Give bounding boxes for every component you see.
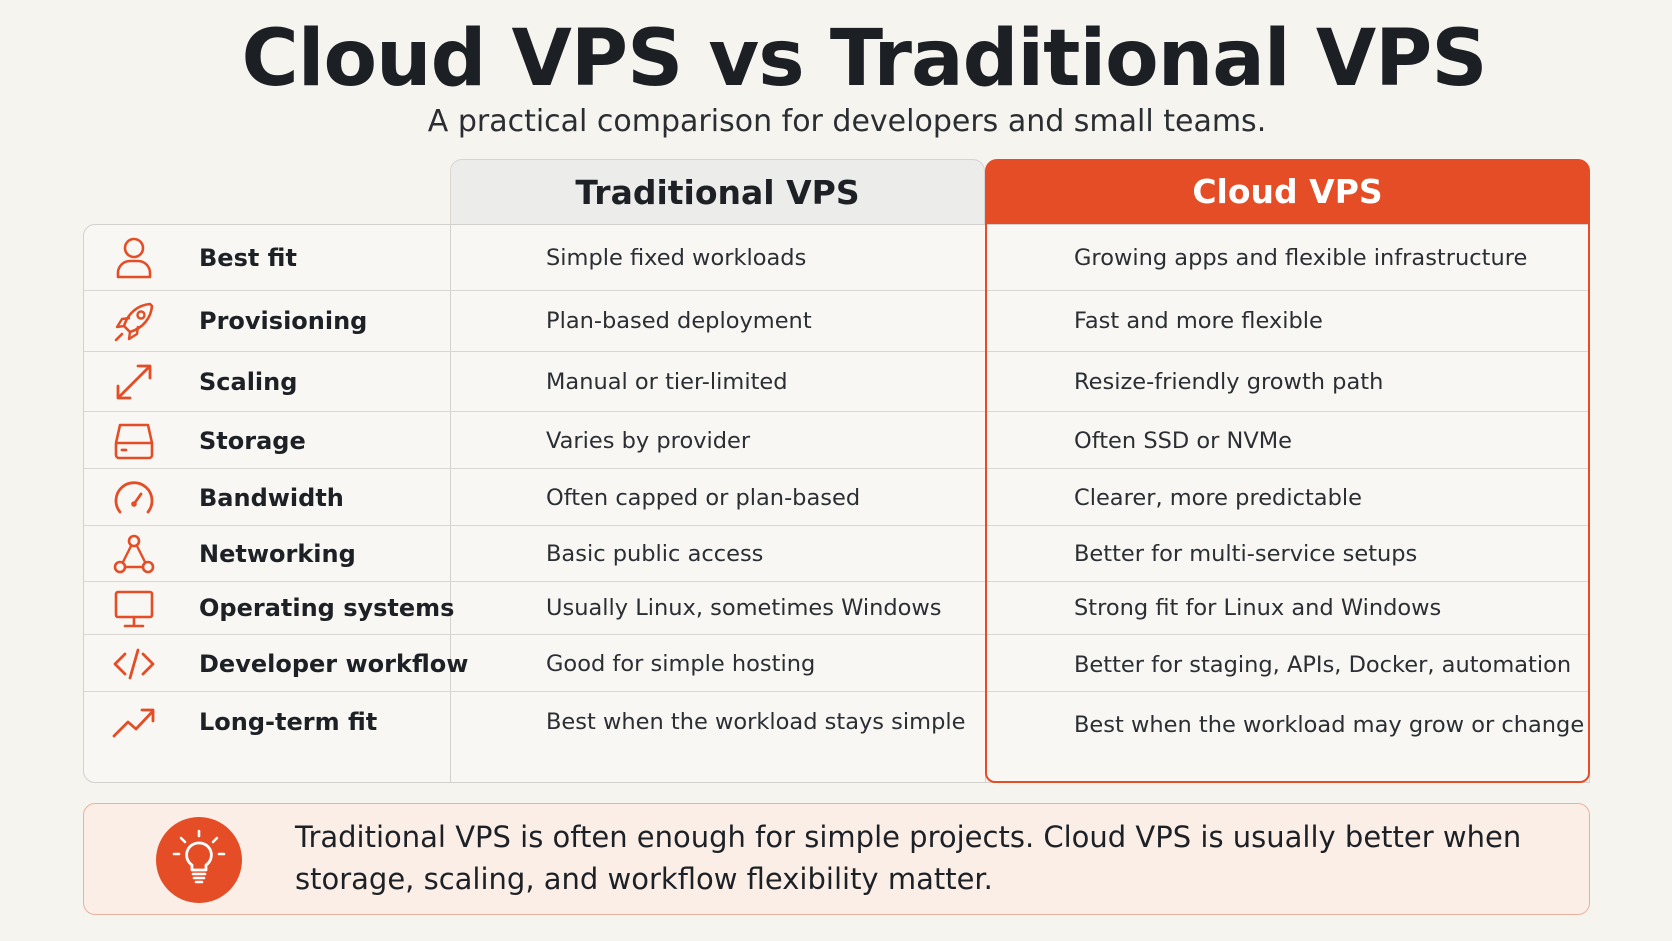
traditional-value: Simple fixed workloads <box>546 245 807 271</box>
cloud-value: Often SSD or NVMe <box>1074 428 1293 454</box>
cloud-value: Better for multi-service setups <box>1074 541 1418 567</box>
table-row: Developer workflow Good for simple hosti… <box>84 634 1589 691</box>
feature-label: Best fit <box>199 244 297 272</box>
feature-label: Long-term fit <box>199 708 378 736</box>
drive-icon <box>114 423 154 460</box>
cloud-value: Fast and more flexible <box>1074 308 1323 334</box>
column-divider <box>450 225 451 782</box>
cloud-value: Resize-friendly growth path <box>1074 369 1384 395</box>
traditional-value: Manual or tier-limited <box>546 369 788 395</box>
feature-label: Scaling <box>199 368 298 396</box>
monitor-icon <box>114 590 154 628</box>
traditional-value: Varies by provider <box>546 428 751 454</box>
speedometer-icon <box>114 481 154 514</box>
summary-line: Traditional VPS is often enough for simp… <box>295 820 1522 854</box>
feature-label: Storage <box>199 427 306 455</box>
feature-label: Networking <box>199 540 356 568</box>
table-row: Scaling Manual or tier-limited Resize-fr… <box>84 351 1589 411</box>
summary-callout: Traditional VPS is often enough for simp… <box>83 803 1590 915</box>
table-row: Provisioning Plan-based deployment Fast … <box>84 290 1589 351</box>
traditional-value: Usually Linux, sometimes Windows <box>546 595 942 621</box>
traditional-value: Basic public access <box>546 541 764 567</box>
summary-text: Traditional VPS is often enough for simp… <box>295 816 1525 900</box>
cloud-value: Better for staging, APIs, Docker, automa… <box>1074 652 1572 678</box>
column-header-traditional: Traditional VPS <box>450 159 985 224</box>
cloud-value: Growing apps and flexible infrastructure <box>1074 245 1528 271</box>
traditional-value: Plan-based deployment <box>546 308 812 334</box>
table-row: Operating systems Usually Linux, sometim… <box>84 581 1589 634</box>
network-icon <box>113 534 155 574</box>
feature-label: Bandwidth <box>199 484 344 512</box>
summary-line: storage, scaling, and workflow flexibili… <box>295 862 993 896</box>
feature-label: Operating systems <box>199 594 455 622</box>
table-row: Storage Varies by provider Often SSD or … <box>84 411 1589 468</box>
column-header-cloud: Cloud VPS <box>985 159 1590 224</box>
traditional-value: Often capped or plan-based <box>546 485 861 511</box>
resize-arrow-icon <box>116 364 152 400</box>
cloud-value: Clearer, more predictable <box>1074 485 1362 511</box>
table-row: Best fit Simple fixed workloads Growing … <box>84 225 1589 290</box>
rocket-icon <box>114 302 154 342</box>
page-subtitle: A practical comparison for developers an… <box>427 104 1267 139</box>
feature-label: Developer workflow <box>199 650 469 678</box>
cloud-value: Strong fit for Linux and Windows <box>1074 595 1442 621</box>
trend-up-icon <box>112 708 155 738</box>
feature-label: Provisioning <box>199 307 368 335</box>
traditional-value: Best when the workload stays simple <box>546 709 966 735</box>
table-row: Bandwidth Often capped or plan-based Cle… <box>84 468 1589 525</box>
table-row: Networking Basic public access Better fo… <box>84 525 1589 581</box>
user-icon <box>116 237 152 279</box>
cloud-value: Best when the workload may grow or chang… <box>1074 712 1585 738</box>
lightbulb-badge <box>156 817 242 903</box>
traditional-value: Good for simple hosting <box>546 651 816 677</box>
lightbulb-icon <box>172 829 226 884</box>
comparison-grid: Best fit Simple fixed workloads Growing … <box>83 224 1590 783</box>
page-title: Cloud VPS vs Traditional VPS <box>241 14 1487 104</box>
comparison-table: Traditional VPS Cloud VPS Best fit Simpl… <box>83 159 1590 783</box>
code-icon <box>113 648 155 680</box>
table-row: Long-term fit Best when the workload sta… <box>84 691 1589 782</box>
